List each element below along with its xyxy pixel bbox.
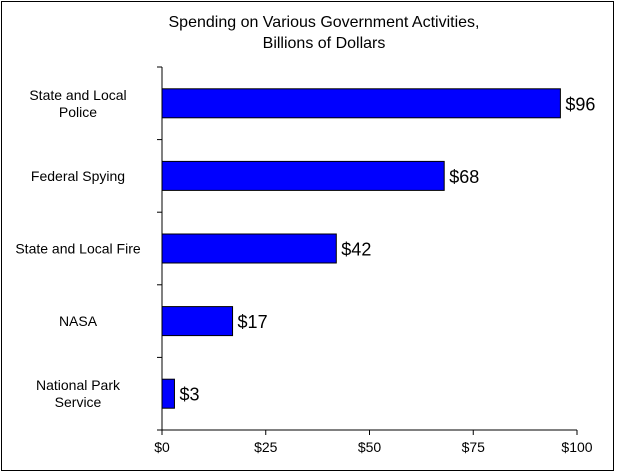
chart-title: Spending on Various Government Activitie…	[169, 14, 480, 31]
data-label: $68	[449, 167, 479, 187]
bar	[161, 306, 234, 337]
category-label: National Park	[36, 377, 121, 393]
category-label: Service	[55, 394, 102, 410]
x-tick-label: $0	[154, 439, 170, 455]
category-label: Federal Spying	[31, 168, 125, 184]
bar	[161, 160, 445, 191]
chart-subtitle: Billions of Dollars	[263, 35, 386, 52]
bar	[161, 88, 561, 119]
data-label: $96	[565, 94, 595, 114]
data-label: $17	[238, 312, 268, 332]
chart-border	[1, 1, 614, 471]
bar	[161, 378, 175, 409]
x-tick-label: $75	[462, 439, 486, 455]
x-tick-label: $50	[358, 439, 382, 455]
category-label: NASA	[59, 313, 98, 329]
bar	[161, 233, 337, 264]
x-tick-label: $100	[561, 439, 592, 455]
category-label: State and Local	[29, 87, 126, 103]
category-label: State and Local Fire	[15, 241, 141, 257]
data-label: $3	[179, 385, 199, 405]
x-tick-label: $25	[254, 439, 278, 455]
data-label: $42	[341, 240, 371, 260]
category-label: Police	[59, 104, 97, 120]
